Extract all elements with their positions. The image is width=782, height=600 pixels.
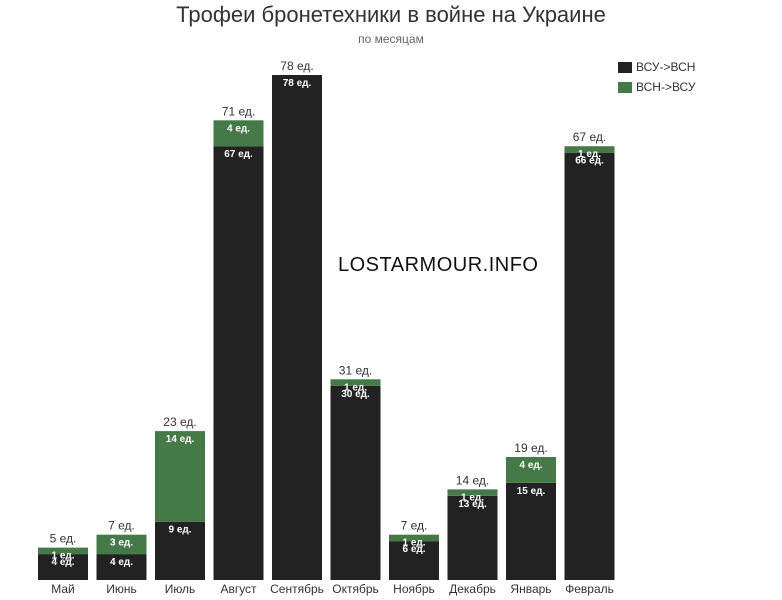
bar-2-6 (330, 379, 381, 386)
legend-item-series-1[interactable]: ВСУ->ВСН (618, 58, 695, 76)
bar-1-2 (96, 554, 147, 580)
data-label-1-9: 15 ед. (517, 486, 546, 497)
legend-label-series-1: ВСУ->ВСН (636, 60, 696, 74)
total-label-1: 5 ед. (50, 532, 77, 546)
watermark: LOSTARMOUR.INFO (338, 254, 539, 276)
data-label-2-4: 4 ед. (227, 123, 250, 134)
data-label-2-2: 3 ед. (110, 538, 133, 549)
bar-1-7 (389, 541, 439, 580)
total-label-10: 67 ед. (573, 130, 606, 144)
data-label-1-6: 30 ед. (341, 389, 370, 400)
bar-2-2 (96, 534, 147, 555)
x-tick-label-9: Январь (510, 582, 551, 596)
legend-swatch-series-2 (618, 81, 632, 93)
total-label-5: 78 ед. (280, 59, 313, 73)
bar-1-4 (213, 146, 264, 580)
total-label-4: 71 ед. (222, 104, 255, 118)
bar-1-10 (564, 152, 615, 580)
x-tick-label-7: Ноябрь (393, 582, 435, 596)
data-label-2-7: 1 ед. (402, 538, 425, 549)
x-tick-label-3: Июль (165, 582, 196, 596)
data-label-2-8: 1 ед. (461, 492, 484, 503)
data-label-2-3: 14 ед. (166, 434, 195, 445)
bar-1-8 (447, 495, 498, 580)
x-tick-label-4: Август (220, 582, 257, 596)
bar-2-4 (213, 120, 264, 147)
x-tick-label-8: Декабрь (449, 582, 496, 596)
data-label-1-2: 4 ед. (110, 557, 133, 568)
data-label-1-3: 9 ед. (168, 525, 191, 536)
x-tick-label-5: Сентябрь (270, 582, 324, 596)
data-label-1-1: 4 ед. (51, 557, 74, 568)
data-label-1-5: 78 ед. (283, 78, 312, 89)
x-tick-label-2: Июнь (106, 582, 137, 596)
x-tick-label-10: Февраль (565, 582, 614, 596)
legend-label-series-2: ВСН->ВСУ (636, 80, 696, 94)
total-label-8: 14 ед. (456, 473, 489, 487)
total-label-3: 23 ед. (163, 415, 196, 429)
data-label-2-9: 4 ед. (519, 460, 542, 471)
data-label-2-10: 1 ед. (578, 149, 601, 160)
total-label-9: 19 ед. (514, 441, 547, 455)
data-label-1-8: 13 ед. (458, 499, 487, 510)
data-label-1-4: 67 ед. (224, 149, 253, 160)
data-label-2-6: 1 ед. (344, 382, 367, 393)
bar-1-9 (506, 482, 556, 580)
bar-1-6 (330, 385, 381, 580)
bar-2-7 (389, 534, 439, 542)
bar-2-10 (564, 146, 615, 153)
chart-subtitle: по месяцам (358, 32, 424, 46)
legend-swatch-series-1 (618, 61, 632, 73)
legend: ВСУ->ВСН ВСН->ВСУ (618, 58, 695, 98)
bar-2-3 (155, 431, 205, 522)
bar-2-8 (447, 489, 498, 496)
bar-2-9 (506, 456, 556, 483)
x-tick-label-6: Октябрь (332, 582, 379, 596)
bar-1-1 (38, 554, 88, 580)
bar-2-1 (38, 547, 88, 555)
bar-1-5 (272, 75, 322, 580)
total-label-7: 7 ед. (401, 519, 428, 533)
legend-item-series-2[interactable]: ВСН->ВСУ (618, 78, 695, 96)
chart-title: Трофеи бронетехники в войне на Украине (176, 2, 606, 27)
bar-1-3 (155, 521, 205, 580)
data-label-1-10: 66 ед. (575, 156, 604, 167)
data-label-2-1: 1 ед. (51, 551, 74, 562)
x-tick-label-1: Май (51, 582, 75, 596)
total-label-6: 31 ед. (339, 363, 372, 377)
data-label-1-7: 6 ед. (402, 544, 425, 555)
total-label-2: 7 ед. (108, 519, 135, 533)
